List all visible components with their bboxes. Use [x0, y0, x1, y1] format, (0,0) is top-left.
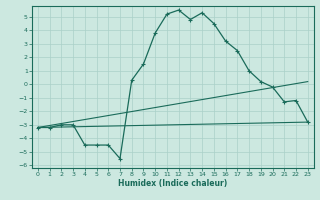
X-axis label: Humidex (Indice chaleur): Humidex (Indice chaleur) [118, 179, 228, 188]
